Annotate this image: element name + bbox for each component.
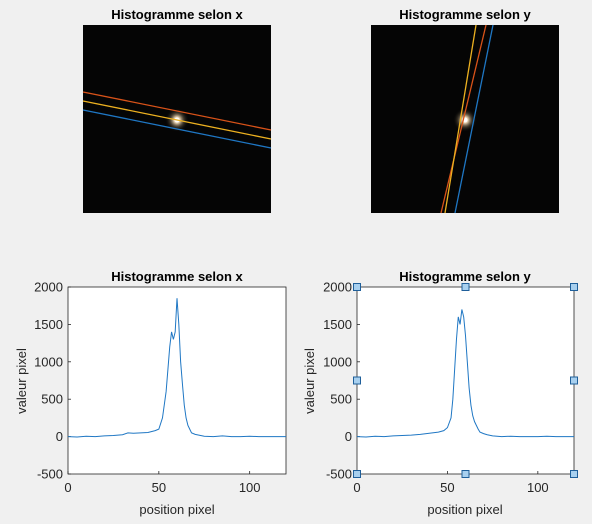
x-tick-label: 50 [440, 480, 454, 495]
square-handle-icon[interactable] [461, 470, 470, 478]
square-handle-icon[interactable] [353, 283, 361, 291]
y-tick-label: 2000 [323, 280, 352, 295]
y-tick-label: 0 [56, 429, 63, 444]
image-panel-x: Histogramme selon x [82, 7, 272, 213]
series-line [356, 309, 574, 438]
selection-handles[interactable] [353, 283, 578, 478]
histogram-x-plot[interactable]: Histogramme selon x 0 50 100-5000500100015… [14, 269, 287, 517]
profile-line-orange [440, 24, 487, 214]
y-axis-label: valeur pixel [302, 348, 317, 414]
square-handle-icon[interactable] [353, 376, 361, 385]
profile-line-blue [454, 24, 494, 214]
profile-line-yellow [444, 24, 477, 214]
square-handle-icon[interactable] [461, 283, 470, 291]
y-tick-label: 500 [41, 392, 63, 407]
chart-title: Histogramme selon y [399, 269, 531, 284]
y-axis-label: valeur pixel [14, 348, 29, 414]
y-tick-label: -500 [326, 467, 352, 482]
image-panel-y: Histogramme selon y [371, 7, 559, 214]
profile-line-blue [82, 109, 272, 149]
axes-area [356, 286, 575, 475]
y-tick-label: 500 [330, 392, 352, 407]
image-title: Histogramme selon x [111, 7, 243, 22]
square-handle-icon[interactable] [353, 470, 361, 478]
image-content [440, 24, 494, 214]
y-tick-label: 0 [345, 429, 352, 444]
square-handle-icon[interactable] [570, 283, 578, 291]
image-title: Histogramme selon y [399, 7, 531, 22]
x-axis-label: position pixel [139, 502, 214, 517]
y-tick-label: 2000 [34, 280, 63, 295]
y-tick-label: 1500 [323, 317, 352, 332]
chart-title: Histogramme selon x [111, 269, 243, 284]
y-tick-label: 1000 [34, 354, 63, 369]
x-tick-label: 0 [353, 480, 360, 495]
profile-line-orange [82, 91, 272, 131]
axes-area [67, 286, 287, 475]
x-tick-label: 100 [239, 480, 261, 495]
series-line [67, 298, 286, 438]
y-tick-label: 1000 [323, 354, 352, 369]
y-tick-label: -500 [37, 467, 63, 482]
square-handle-icon[interactable] [570, 470, 578, 478]
x-tick-label: 100 [527, 480, 549, 495]
x-tick-label: 50 [152, 480, 166, 495]
x-tick-label: 0 [64, 480, 71, 495]
square-handle-icon[interactable] [570, 376, 578, 385]
y-tick-label: 1500 [34, 317, 63, 332]
x-axis-label: position pixel [427, 502, 502, 517]
profile-line-yellow [82, 100, 272, 140]
histogram-y-plot[interactable]: Histogramme selon y 0 50 100-5000500100015… [302, 269, 578, 517]
image-content [82, 91, 272, 149]
